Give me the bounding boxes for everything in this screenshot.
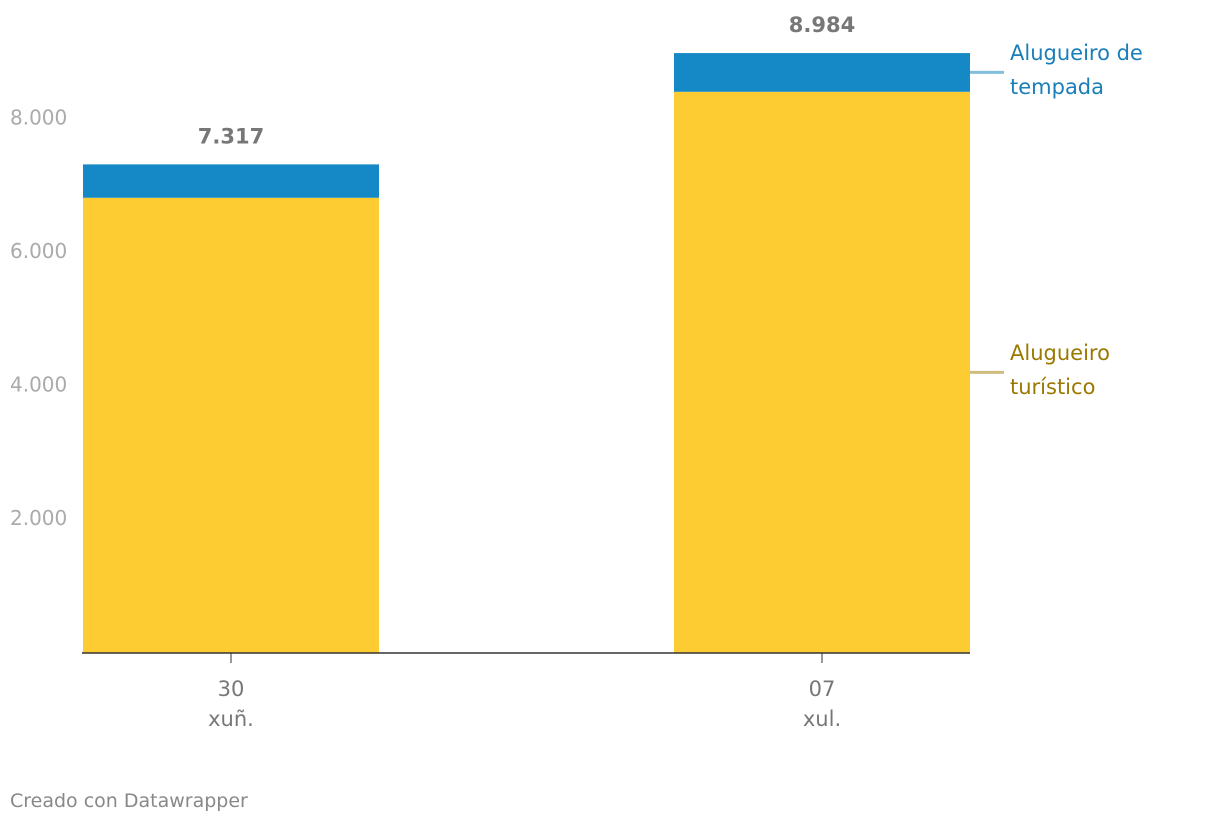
legend-label: Alugueiro turístico <box>1010 341 1110 400</box>
bar-segment <box>674 53 970 92</box>
bar-segment <box>83 164 379 198</box>
y-tick-label: 8.000 <box>10 105 67 129</box>
y-tick-label: 4.000 <box>10 372 67 396</box>
bar-segment <box>674 91 970 653</box>
legend-label: Alugueiro de tempada <box>1010 41 1143 100</box>
bar-segment <box>83 197 379 654</box>
total-label: 8.984 <box>789 13 855 37</box>
y-tick-label: 6.000 <box>10 239 67 263</box>
total-label: 7.317 <box>198 124 264 148</box>
y-tick-label: 2.000 <box>10 506 67 530</box>
credit: Creado con Datawrapper <box>10 790 248 812</box>
x-tick-label: 30 xuñ. <box>208 677 254 731</box>
x-tick-label: 07 xul. <box>802 677 842 731</box>
